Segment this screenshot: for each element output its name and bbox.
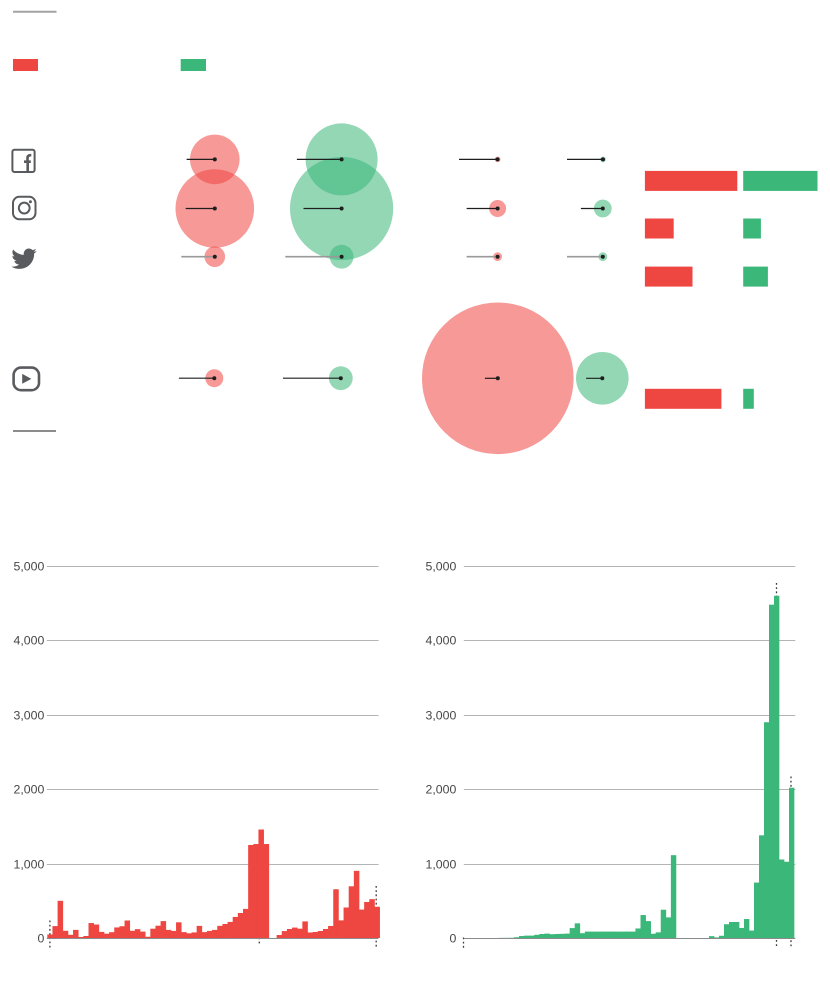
svg-text:5,000: 5,000 xyxy=(14,560,45,574)
svg-text:3,000: 3,000 xyxy=(14,709,45,723)
svg-text:4,000: 4,000 xyxy=(426,634,457,648)
svg-text:0: 0 xyxy=(449,932,456,946)
svg-text:4,000: 4,000 xyxy=(14,634,45,648)
svg-text:2,000: 2,000 xyxy=(426,783,457,797)
svg-text:5,000: 5,000 xyxy=(426,560,457,574)
svg-text:2,000: 2,000 xyxy=(14,783,45,797)
svg-text:1,000: 1,000 xyxy=(14,858,45,872)
svg-text:3,000: 3,000 xyxy=(426,709,457,723)
svg-text:0: 0 xyxy=(37,932,44,946)
svg-text:1,000: 1,000 xyxy=(426,858,457,872)
